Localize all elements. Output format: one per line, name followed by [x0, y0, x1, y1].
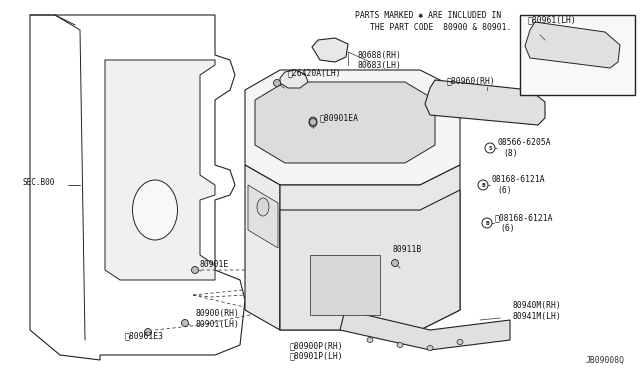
Circle shape	[392, 260, 399, 266]
Text: B: B	[481, 183, 485, 187]
Polygon shape	[425, 80, 545, 125]
Text: 耉08168-6121A: 耉08168-6121A	[495, 213, 554, 222]
Text: 08566-6205A: 08566-6205A	[498, 138, 552, 147]
Circle shape	[482, 218, 492, 228]
Text: 80900(RH): 80900(RH)	[195, 309, 239, 318]
Text: 80911B: 80911B	[393, 245, 422, 254]
Circle shape	[182, 320, 189, 327]
Text: 80901E: 80901E	[200, 260, 229, 269]
Text: THE PART CODE  80900 & 80901.: THE PART CODE 80900 & 80901.	[370, 23, 511, 32]
Text: S: S	[488, 145, 492, 151]
Text: 耉80961(LH): 耉80961(LH)	[528, 15, 577, 24]
Polygon shape	[312, 38, 348, 62]
Polygon shape	[310, 255, 380, 315]
Text: 80688(RH): 80688(RH)	[358, 51, 402, 60]
Polygon shape	[248, 185, 278, 248]
Circle shape	[273, 80, 280, 87]
Text: SEC.B00: SEC.B00	[22, 178, 54, 187]
Ellipse shape	[132, 180, 177, 240]
Text: (8): (8)	[503, 149, 518, 158]
Text: 80941M(LH): 80941M(LH)	[513, 312, 562, 321]
Polygon shape	[245, 70, 460, 185]
Polygon shape	[105, 60, 215, 280]
Text: B: B	[485, 221, 489, 225]
Polygon shape	[525, 22, 620, 68]
Text: 耉80900P(RH): 耉80900P(RH)	[290, 341, 344, 350]
Polygon shape	[255, 82, 435, 163]
Polygon shape	[245, 165, 280, 330]
FancyBboxPatch shape	[520, 15, 635, 95]
Circle shape	[478, 180, 488, 190]
Text: 80683(LH): 80683(LH)	[358, 61, 402, 70]
Text: PARTS MARKED ✱ ARE INCLUDED IN: PARTS MARKED ✱ ARE INCLUDED IN	[355, 11, 501, 20]
Circle shape	[485, 143, 495, 153]
Text: 80901(LH): 80901(LH)	[195, 320, 239, 329]
Text: JB09008Q: JB09008Q	[586, 356, 625, 365]
Ellipse shape	[257, 198, 269, 216]
Ellipse shape	[397, 343, 403, 347]
Text: 耉80901P(LH): 耉80901P(LH)	[290, 351, 344, 360]
Polygon shape	[30, 15, 245, 360]
Text: 耉26420A(LH): 耉26420A(LH)	[288, 68, 342, 77]
Ellipse shape	[457, 340, 463, 344]
Text: (6): (6)	[500, 224, 515, 233]
Polygon shape	[280, 165, 460, 330]
Text: 耉80960(RH): 耉80960(RH)	[447, 76, 496, 85]
Circle shape	[310, 119, 317, 125]
Ellipse shape	[427, 346, 433, 350]
Circle shape	[191, 266, 198, 273]
Text: 耉80961E3: 耉80961E3	[125, 331, 164, 340]
Ellipse shape	[367, 337, 373, 343]
Polygon shape	[280, 190, 460, 330]
Ellipse shape	[309, 117, 317, 127]
Text: 08168-6121A: 08168-6121A	[492, 175, 546, 184]
Polygon shape	[340, 310, 510, 350]
Text: (6): (6)	[497, 186, 511, 195]
Polygon shape	[280, 70, 308, 88]
Text: 耉80901EA: 耉80901EA	[320, 113, 359, 122]
Circle shape	[145, 328, 152, 336]
Text: 80940M(RH): 80940M(RH)	[513, 301, 562, 310]
